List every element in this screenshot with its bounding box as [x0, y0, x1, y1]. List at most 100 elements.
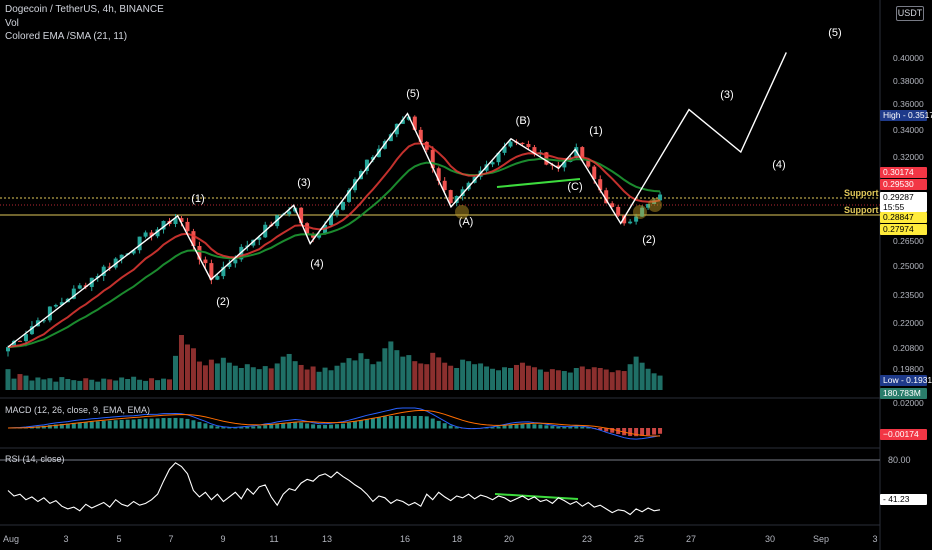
- volume-bar: [190, 348, 196, 390]
- time-tick-label: 16: [400, 534, 410, 544]
- macd-histogram-bar: [77, 422, 82, 429]
- macd-histogram-bar: [604, 428, 609, 432]
- support-touch-marker: [648, 198, 662, 212]
- macd-histogram-bar: [628, 428, 633, 436]
- candle-body: [496, 152, 501, 163]
- volume-bar: [161, 378, 167, 390]
- macd-histogram-bar: [125, 419, 130, 429]
- volume-bar: [430, 352, 436, 390]
- volume-bar: [23, 375, 29, 390]
- volume-bar: [89, 379, 95, 390]
- volume-bar: [328, 370, 334, 390]
- candle-body: [526, 143, 531, 148]
- candle-body: [47, 306, 52, 321]
- time-tick-label: 23: [582, 534, 592, 544]
- volume-bar: [41, 379, 47, 390]
- macd-histogram-bar: [490, 427, 495, 429]
- volume-bar: [298, 364, 304, 390]
- macd-histogram-bar: [191, 420, 196, 429]
- macd-histogram-bar: [526, 423, 531, 429]
- time-tick-label: 27: [686, 534, 696, 544]
- wave-label: (4): [772, 159, 785, 171]
- volume-label: Vol: [5, 18, 19, 29]
- macd-histogram-bar: [364, 419, 369, 429]
- volume-bar: [208, 359, 214, 390]
- candle: [209, 259, 214, 285]
- volume-bar: [645, 368, 651, 390]
- rsi-tag: - 41.23: [880, 494, 927, 505]
- volume-bar: [196, 361, 202, 390]
- price-tag-ema-fast: 0.30174: [880, 167, 927, 178]
- macd-histogram-bar: [568, 427, 573, 429]
- candle: [640, 205, 645, 217]
- time-tick-label: 30: [765, 534, 775, 544]
- volume-bar: [418, 363, 424, 390]
- volume-bar: [286, 353, 292, 390]
- candle-body: [646, 203, 651, 208]
- candle: [526, 140, 531, 151]
- candle-body: [364, 159, 369, 172]
- volume-bar: [172, 355, 178, 390]
- time-tick-label: 13: [322, 534, 332, 544]
- volume-bar: [657, 375, 663, 390]
- volume-bar: [597, 368, 603, 390]
- macd-histogram-bar: [95, 421, 100, 429]
- time-tick-label: 7: [168, 534, 173, 544]
- macd-histogram-bar: [299, 422, 304, 429]
- volume-bar: [262, 366, 268, 390]
- currency-badge[interactable]: USDT: [896, 6, 924, 21]
- volume-bar: [370, 364, 376, 390]
- volume-bar: [268, 368, 274, 390]
- volume-bar: [525, 365, 531, 390]
- volume-bar: [633, 356, 639, 390]
- volume-bar: [400, 356, 406, 390]
- candle-body: [574, 147, 579, 158]
- wave-label: (5): [406, 88, 419, 100]
- macd-histogram-bar: [394, 416, 399, 429]
- volume-bar: [651, 373, 657, 390]
- candle: [646, 203, 651, 210]
- candle-body: [580, 147, 585, 161]
- support-tag-1: 0.28847: [880, 212, 927, 223]
- macd-histogram-bar: [221, 427, 226, 429]
- volume-bar: [376, 361, 382, 390]
- candle-body: [598, 179, 603, 191]
- macd-histogram-bar: [323, 425, 328, 429]
- candle: [424, 141, 429, 153]
- candle-body: [251, 239, 256, 246]
- volume-bar: [406, 355, 412, 390]
- price-tick-label: 0.25000: [893, 261, 924, 271]
- volume-bar: [119, 377, 125, 390]
- volume-bar: [412, 361, 418, 390]
- candle-body: [131, 250, 136, 254]
- wave-label: (A): [459, 216, 474, 228]
- elliott-wave-line: [7, 52, 787, 348]
- macd-histogram-bar: [53, 424, 58, 429]
- candle-body: [149, 232, 154, 237]
- volume-bar: [627, 364, 633, 390]
- macd-histogram-bar: [346, 422, 351, 429]
- candle-body: [137, 236, 142, 251]
- macd-histogram-bar: [263, 425, 268, 429]
- macd-histogram-bar: [538, 424, 543, 429]
- volume-bar: [178, 335, 184, 390]
- volume-bar: [184, 344, 190, 390]
- macd-histogram-bar: [376, 417, 381, 429]
- macd-histogram-bar: [257, 426, 262, 429]
- volume-bar: [591, 367, 597, 390]
- volume-bar: [274, 363, 280, 390]
- macd-histogram-bar: [131, 419, 136, 429]
- candle: [215, 273, 220, 281]
- candle-body: [622, 215, 627, 224]
- candle: [448, 189, 453, 204]
- time-tick-label: 9: [220, 534, 225, 544]
- macd-histogram-bar: [556, 426, 561, 429]
- macd-histogram-bar: [203, 423, 208, 429]
- macd-histogram-bar: [496, 426, 501, 429]
- time-tick-label: Aug: [3, 534, 19, 544]
- candle-body: [185, 221, 190, 232]
- macd-histogram-bar: [544, 425, 549, 429]
- macd-histogram-bar: [173, 417, 178, 429]
- macd-histogram-bar: [311, 424, 316, 429]
